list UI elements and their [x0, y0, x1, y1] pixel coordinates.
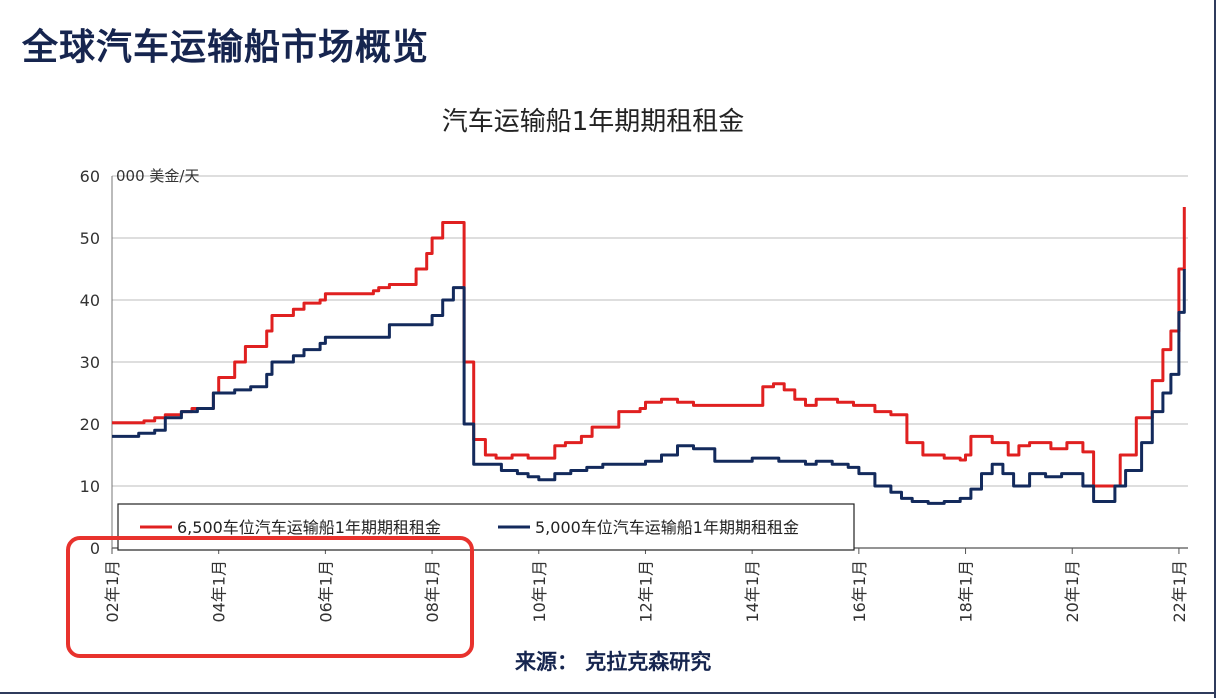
chart-title: 汽车运输船1年期期租租金: [442, 107, 745, 137]
x-tick-label: 22年1月: [1170, 560, 1189, 623]
y-tick-label: 20: [80, 415, 100, 434]
x-tick-label: 10年1月: [530, 560, 549, 623]
y-tick-label: 50: [80, 229, 100, 248]
page-title: 全球汽车运输船市场概览: [22, 26, 430, 68]
frame-line: [0, 692, 1216, 694]
x-axis: 02年1月 04年1月 06年1月 08年1月 10年1月 12年1月 14年1月 16年1月…: [103, 547, 1189, 623]
legend-box: [117, 503, 855, 551]
highlight-box: [66, 536, 474, 658]
y-tick-label: 40: [80, 291, 100, 310]
x-tick-label: 06年1月: [316, 560, 335, 623]
x-tick-label: 18年1月: [957, 560, 976, 623]
y-tick-label: 30: [80, 353, 100, 372]
x-tick-label: 20年1月: [1063, 560, 1082, 623]
x-tick-label: 02年1月: [103, 560, 122, 623]
y-tick-label: 0: [90, 539, 100, 558]
x-tick-label: 12年1月: [636, 560, 655, 623]
x-tick-label: 04年1月: [210, 560, 229, 623]
series-lines: [112, 207, 1186, 505]
legend-label-1: 6,500车位汽车运输船1年期期租租金: [177, 518, 441, 537]
x-tick-label: 14年1月: [743, 560, 762, 623]
x-tick-label: 08年1月: [423, 560, 442, 623]
x-tick-label: 16年1月: [850, 560, 869, 623]
source-note: 来源： 克拉克森研究: [515, 649, 712, 674]
y-unit-label: 000 美金/天: [116, 167, 199, 185]
legend: 6,500车位汽车运输船1年期期租租金 5,000车位汽车运输船1年期期租租金: [117, 503, 855, 551]
y-tick-label: 60: [80, 167, 100, 186]
frame-line: [1214, 0, 1216, 698]
y-axis: 0 10 20 30 40 50 60: [80, 167, 113, 558]
legend-label-2: 5,000车位汽车运输船1年期期租租金: [535, 518, 799, 537]
series-line-2: [112, 269, 1186, 505]
y-tick-label: 10: [80, 477, 100, 496]
series-line-1: [112, 207, 1186, 488]
